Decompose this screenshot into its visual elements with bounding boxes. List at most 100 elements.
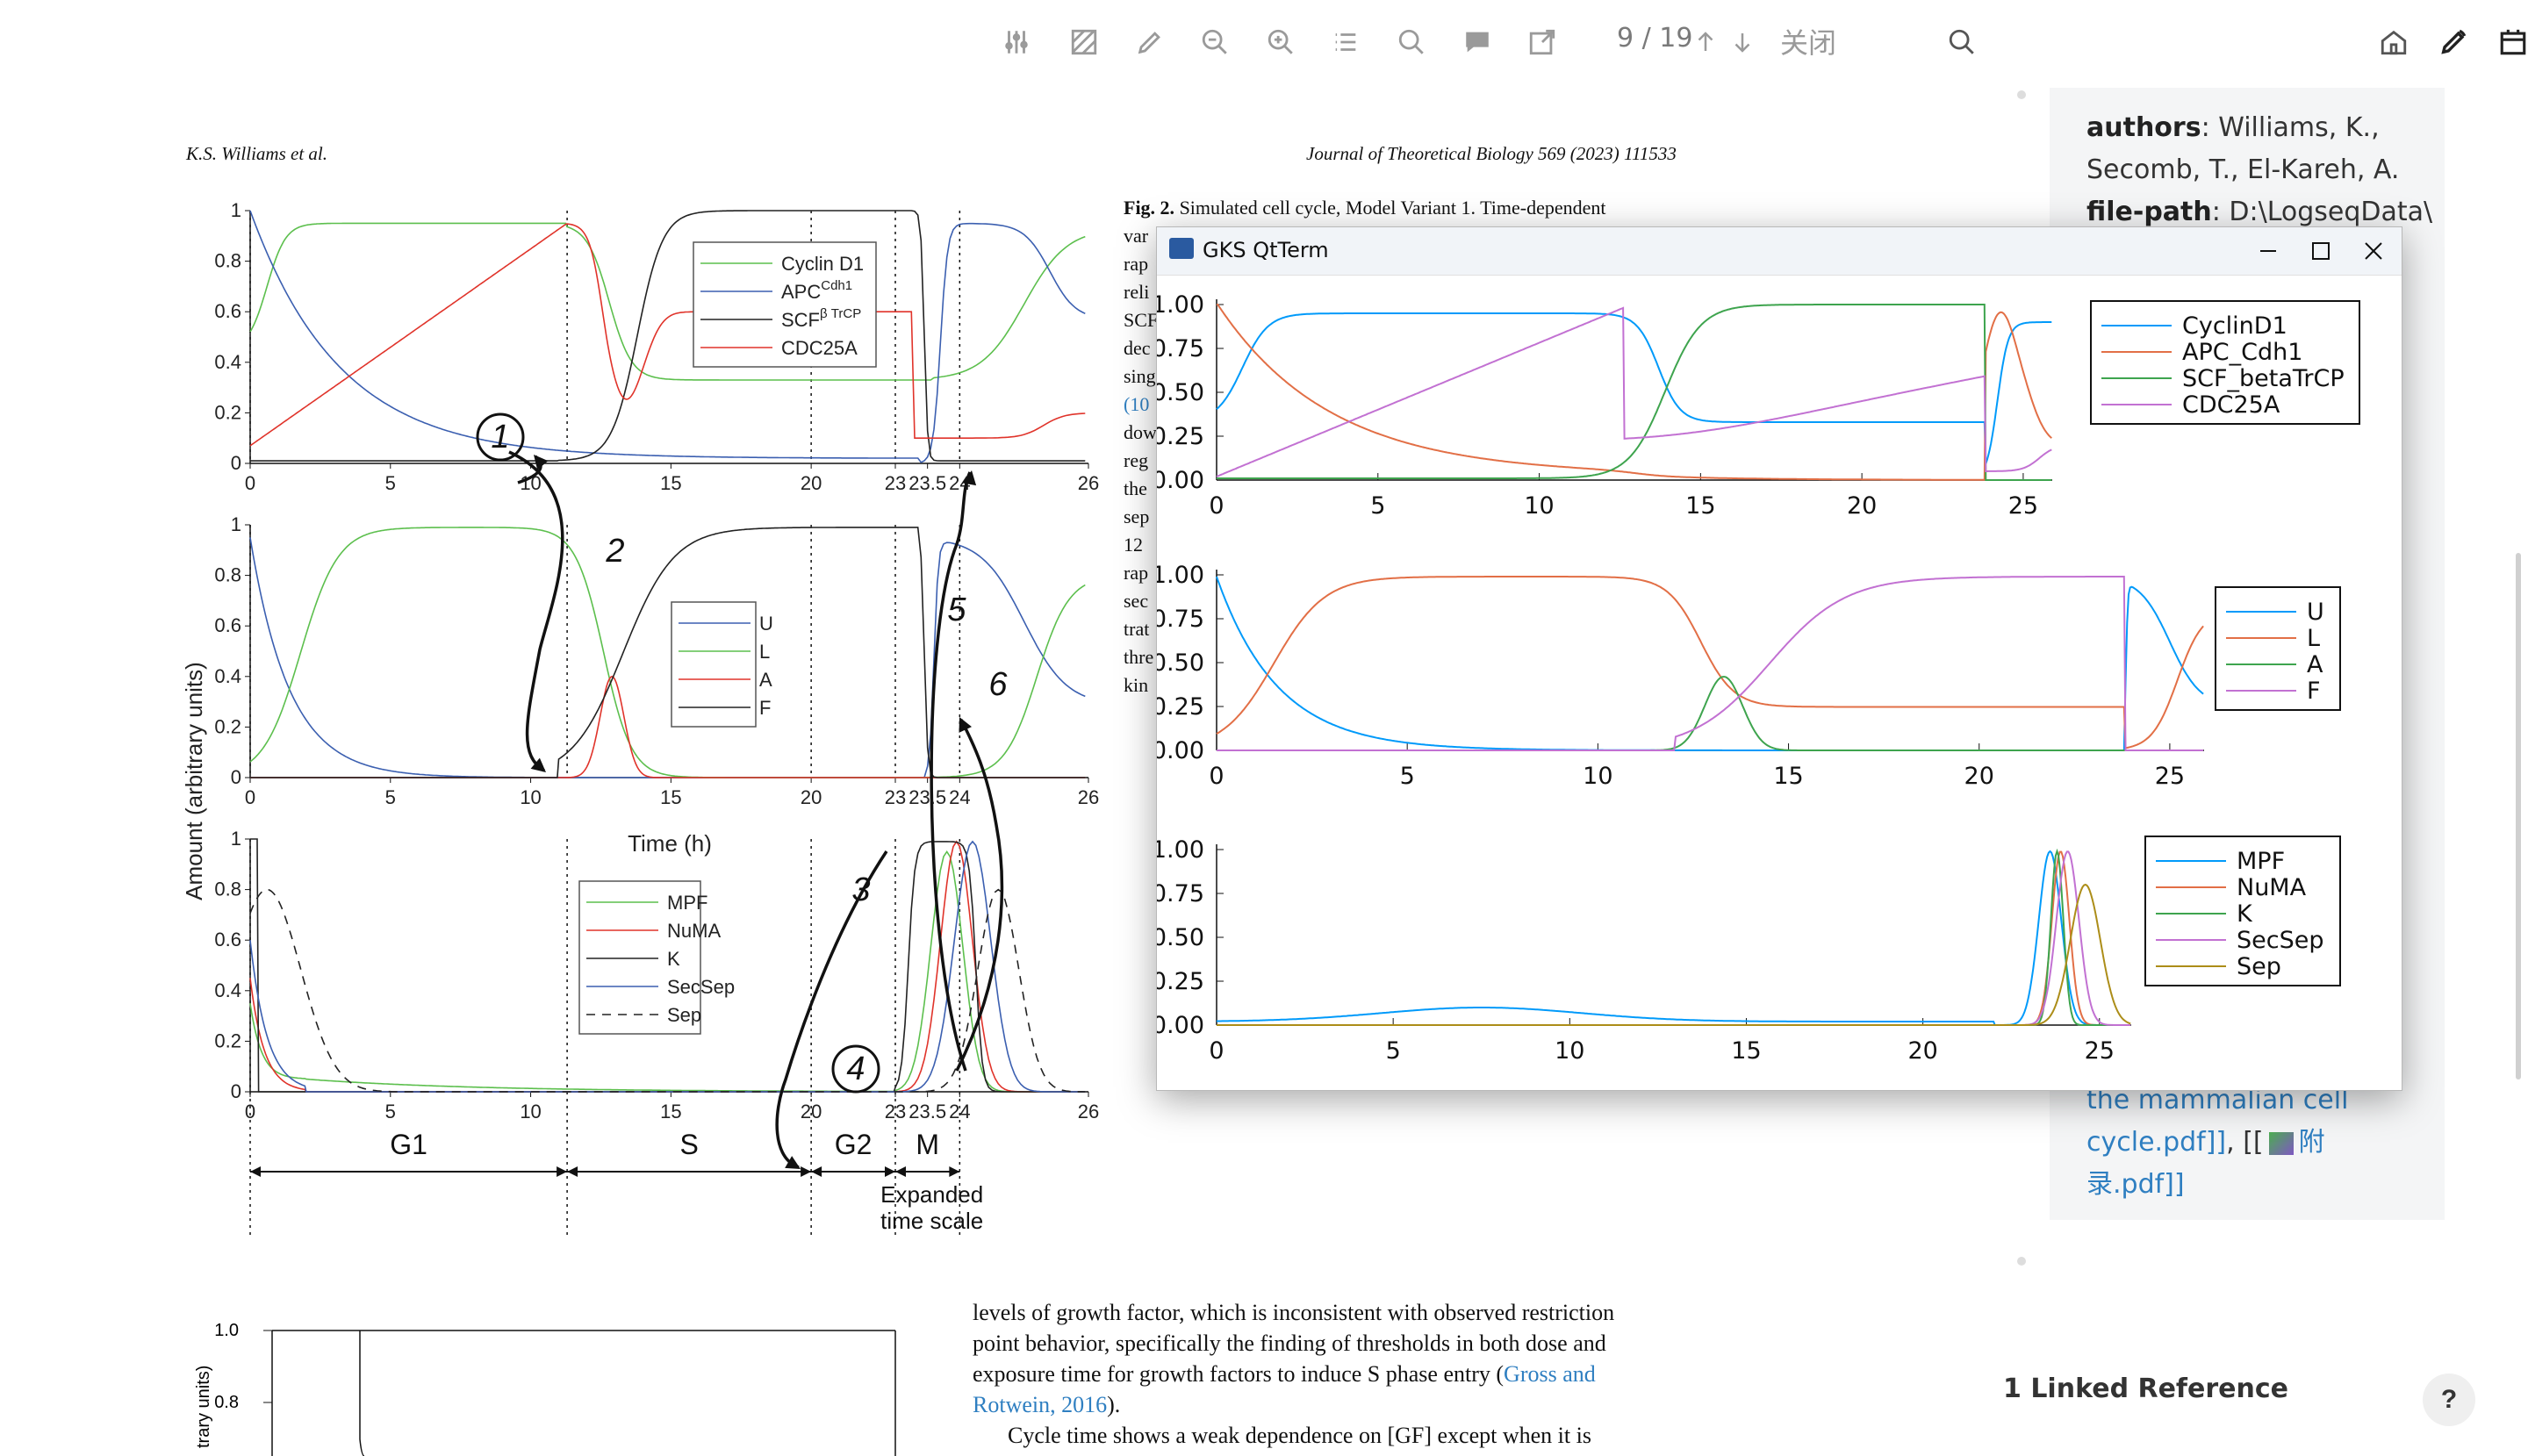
tick-label: 5 <box>1386 1037 1401 1065</box>
legend-label: SCF_betaTrCP <box>2182 365 2345 392</box>
tick-label: 0 <box>1209 763 1224 790</box>
tick-label: 23 <box>885 1101 906 1122</box>
tick-label: 5 <box>385 1101 396 1122</box>
tick-label: 1.0 <box>214 1321 239 1340</box>
tick-label: 0.4 <box>214 665 241 687</box>
citation-link[interactable]: Rotwein, 2016 <box>973 1392 1108 1417</box>
tick-label: 24 <box>949 1101 970 1122</box>
legend-label: APCCdh1 <box>781 278 852 303</box>
tick-label: 23 <box>885 786 906 808</box>
caption-line: dow <box>1124 421 1157 443</box>
help-button[interactable]: ? <box>2423 1374 2475 1426</box>
number-circle <box>831 1044 880 1094</box>
tick-label: 0.2 <box>214 1029 241 1051</box>
series-line <box>1217 304 2052 481</box>
tick-label: 0.4 <box>214 979 241 1001</box>
outline-list-icon[interactable] <box>1328 25 1363 60</box>
tick-label: 26 <box>1078 786 1099 808</box>
series-line <box>249 210 1086 463</box>
caption-line: SCF <box>1124 309 1159 331</box>
tick-label: 23.5 <box>908 472 946 494</box>
annotation-number: 5 <box>947 592 966 628</box>
arrow-head <box>801 1166 812 1177</box>
series-line <box>1217 848 2131 1026</box>
gks-plot-canvas: 0.00 0.25 0.50 0.75 1.00 0 5 10 15 20 25 CyclinD1AP… <box>1157 291 2360 1065</box>
legend-label: A <box>759 669 772 691</box>
tick-label: 20 <box>801 472 822 494</box>
calendar-icon[interactable] <box>2498 25 2528 60</box>
caption-label: Fig. 2. <box>1124 197 1175 219</box>
page-header-authors: K.S. Williams et al. <box>186 143 328 164</box>
home-icon[interactable] <box>2376 25 2411 60</box>
tick-label: 0.00 <box>1157 467 1204 494</box>
tick-label: 23.5 <box>908 786 946 808</box>
caption-line: kin <box>1124 674 1149 696</box>
zoom-in-icon[interactable] <box>1263 25 1298 60</box>
file-icon <box>2268 1131 2294 1155</box>
minimize-button[interactable] <box>2242 234 2295 268</box>
file-link[interactable]: 录.pdf]] <box>2086 1169 2185 1200</box>
property-value-authors: : Williams, K., Secomb, T., El-Kareh, A. <box>2086 112 2400 185</box>
edit-icon[interactable] <box>2436 25 2471 60</box>
maximize-button[interactable] <box>2295 234 2347 268</box>
caption-line: sing <box>1124 365 1156 387</box>
zoom-out-icon[interactable] <box>1197 25 1232 60</box>
window-titlebar[interactable]: GKS QtTerm <box>1157 227 2402 276</box>
x-axis-label: Time (h) <box>628 830 712 857</box>
file-link[interactable]: 附 <box>2298 1127 2325 1158</box>
file-link[interactable]: cycle.pdf]] <box>2086 1127 2227 1158</box>
link-separator: , [[ <box>2226 1127 2264 1158</box>
comment-icon[interactable] <box>1460 25 1495 60</box>
linked-references-header[interactable]: 1 Linked Reference <box>2003 1374 2288 1404</box>
search-icon[interactable] <box>1394 25 1429 60</box>
tick-label: 5 <box>385 786 396 808</box>
series-line <box>1217 850 2131 1026</box>
tick-label: 1.00 <box>1157 291 1204 319</box>
scrollbar[interactable] <box>2516 553 2521 1079</box>
pen-icon[interactable] <box>1132 25 1167 60</box>
legend-sup: Cdh1 <box>821 278 852 293</box>
legend-box <box>2215 586 2341 711</box>
close-button[interactable]: 关闭 <box>1780 26 1837 60</box>
legend-label: L <box>759 641 770 663</box>
tick-label: 25 <box>2008 492 2038 520</box>
caption-line: reli <box>1124 281 1150 303</box>
tick-label: 15 <box>1685 492 1715 520</box>
legend-label: L <box>2307 625 2320 652</box>
arrow-up-icon[interactable] <box>1692 25 1719 60</box>
series-line <box>249 888 1086 1093</box>
search-icon[interactable] <box>1944 25 1979 60</box>
arrow-head <box>949 1166 960 1177</box>
tick-label: 20 <box>1964 763 1994 790</box>
tick-label: 0.6 <box>214 614 241 636</box>
tick-label: 0.25 <box>1157 693 1204 721</box>
annotation-number: 6 <box>988 666 1008 703</box>
highlight-area-icon[interactable] <box>1066 25 1102 60</box>
caption-line: thre <box>1124 646 1154 668</box>
body-line: Rotwein, 2016). <box>973 1392 1121 1417</box>
tick-label: 15 <box>1731 1037 1761 1065</box>
tick-label: 15 <box>660 1101 681 1122</box>
series-line <box>1216 576 2204 751</box>
legend-label: Sep <box>2237 953 2281 980</box>
export-icon[interactable] <box>1525 25 1560 60</box>
property-key-file-path: file-path <box>2086 197 2212 227</box>
tick-label: 20 <box>1847 492 1877 520</box>
body-line: point behavior, specifically the finding… <box>973 1330 1606 1356</box>
legend-label: MPF <box>2237 848 2285 875</box>
tick-label: 20 <box>1907 1037 1937 1065</box>
sliders-icon[interactable] <box>999 25 1034 60</box>
legend-label: F <box>2307 678 2321 705</box>
close-window-button[interactable] <box>2347 234 2400 268</box>
series-line <box>249 537 1086 778</box>
arrow-head <box>811 1166 822 1177</box>
tick-label: 0.2 <box>214 715 241 737</box>
arrow-down-icon[interactable] <box>1729 25 1756 60</box>
gks-qtterm-window[interactable]: GKS QtTerm 0.00 0.25 0.50 0.75 1.00 0 5 10 15 20 2… <box>1156 226 2402 1091</box>
caption-line: trat <box>1124 618 1150 640</box>
caption-line: var <box>1124 225 1149 247</box>
legend-label: NuMA <box>2237 874 2307 901</box>
annotation-number: 2 <box>605 533 624 570</box>
tick-label: 23 <box>885 472 906 494</box>
citation-link[interactable]: Gross and <box>1504 1361 1596 1387</box>
